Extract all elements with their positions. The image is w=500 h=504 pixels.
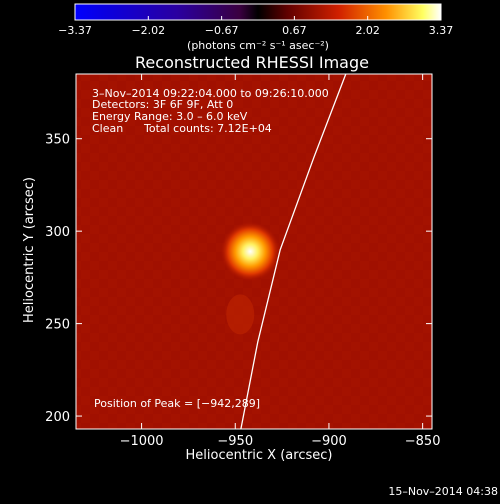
energy-range: Energy Range: 3.0 – 6.0 keV [92,110,248,123]
total-counts: Total counts: 7.12E+04 [143,122,272,135]
image-area [76,74,432,429]
chart-title: Reconstructed RHESSI Image [135,53,369,72]
x-tick-label: −950 [217,434,253,449]
y-tick-label: 250 [45,318,70,333]
x-tick-label: −1000 [120,434,164,449]
y-tick-label: 300 [45,225,70,240]
y-axis: 200 250 300 350 [45,133,432,425]
detectors: Detectors: 3F 6F 9F, Att 0 [92,98,233,111]
plot-frame [75,73,433,430]
method: Clean [92,122,123,135]
colorbar-tick-label: 2.02 [355,24,380,37]
colorbar-tick-label: −3.37 [58,24,92,37]
colorbar [74,3,442,21]
time-range: 3–Nov–2014 09:22:04.000 to 09:26:10.000 [92,87,329,100]
peak-position: Position of Peak = [−942,289] [94,397,260,410]
source-halo [76,74,89,86]
colorbar-tick-label: 3.37 [429,24,454,37]
flare-source [220,221,281,282]
colorbar-ticks: −3.37 −2.02 −0.67 0.67 2.02 3.37 [58,16,453,37]
solar-limb [240,74,347,429]
colorbar-tick-label: −0.67 [205,24,239,37]
colorbar-unit-label: (photons cm⁻² s⁻¹ asec⁻²) [187,39,329,52]
x-tick-label: −900 [311,434,347,449]
y-axis-label: Heliocentric Y (arcsec) [22,177,37,323]
colorbar-tick-label: 0.67 [282,24,307,37]
x-tick-label: −850 [405,434,441,449]
y-tick-label: 350 [45,133,70,148]
colorbar-tick-label: −2.02 [131,24,165,37]
x-axis: −1000 −950 −900 −850 [120,74,441,449]
x-axis-label: Heliocentric X (arcsec) [186,448,333,463]
secondary-blob [226,294,255,335]
y-tick-label: 200 [45,410,70,425]
generation-date: 15–Nov–2014 04:38 [388,485,498,498]
